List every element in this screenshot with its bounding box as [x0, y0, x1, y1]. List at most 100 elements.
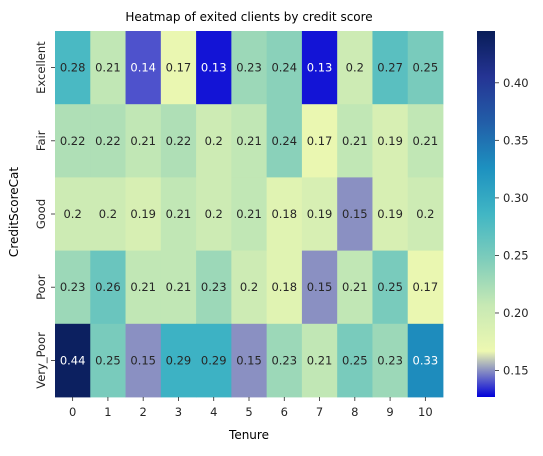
heatmap-cell	[231, 250, 268, 325]
cell-value-label: 0.23	[60, 280, 86, 294]
cell-value-label: 0.27	[377, 61, 403, 75]
x-tick-label: 2	[140, 405, 147, 419]
x-tick-label: 9	[386, 405, 393, 419]
cell-value-label: 0.21	[236, 207, 262, 221]
cell-value-label: 0.22	[166, 134, 192, 148]
cell-value-label: 0.17	[413, 280, 439, 294]
cell-value-label: 0.29	[201, 353, 227, 367]
cell-value-label: 0.23	[201, 280, 227, 294]
heatmap-cell	[196, 177, 232, 251]
cell-value-label: 0.21	[130, 134, 156, 148]
cell-value-label: 0.17	[166, 61, 192, 75]
heatmap-cell	[90, 177, 126, 251]
heatmap-cell	[266, 250, 303, 325]
y-tick-label: Very_Poor	[34, 332, 48, 389]
cell-value-label: 0.28	[60, 61, 86, 75]
heatmap-cell	[407, 31, 444, 105]
heatmap-cell	[55, 177, 91, 251]
heatmap-cell	[372, 104, 409, 178]
heatmap-cell	[55, 250, 91, 325]
cell-value-label: 0.21	[130, 280, 156, 294]
heatmap-cell	[407, 104, 444, 178]
cell-value-label: 0.25	[342, 353, 368, 367]
x-axis-ticks: 0 1 2 3 4 5 6 7 8 9 10	[69, 397, 433, 419]
heatmap-cell	[231, 323, 268, 398]
colorbar-tick-label: 0.30	[503, 191, 529, 205]
chart-title: Heatmap of exited clients by credit scor…	[125, 10, 372, 24]
heatmap-cells: 0.28 0.21 0.14 0.17 0.13 0.23 0.24 0.13 0.2 0.27 0…	[55, 31, 444, 398]
heatmap-cell	[160, 250, 197, 325]
y-tick-label: Good	[34, 199, 48, 229]
heatmap-cell	[407, 250, 444, 325]
cell-value-label: 0.22	[95, 134, 121, 148]
x-tick-label: 4	[210, 405, 217, 419]
heatmap-cell	[196, 323, 232, 398]
heatmap-cell	[160, 323, 197, 398]
heatmap-cell	[301, 323, 338, 398]
cell-value-label: 0.19	[377, 207, 403, 221]
y-tick-label: Poor	[34, 274, 48, 300]
heatmap-cell	[55, 31, 91, 105]
cell-value-label: 0.21	[236, 134, 262, 148]
cell-value-label: 0.17	[307, 134, 333, 148]
heatmap-cell	[125, 177, 162, 251]
colorbar-gradient	[477, 31, 495, 397]
x-tick-label: 10	[418, 405, 433, 419]
heatmap-cell	[301, 250, 338, 325]
cell-value-label: 0.23	[236, 61, 262, 75]
cell-value-label: 0.23	[271, 353, 297, 367]
heatmap-cell	[55, 104, 91, 178]
heatmap-cell	[90, 323, 126, 398]
cell-value-label: 0.2	[346, 61, 364, 75]
cell-value-label: 0.2	[99, 207, 117, 221]
cell-value-label: 0.19	[130, 207, 156, 221]
heatmap-cell	[125, 323, 162, 398]
cell-value-label: 0.22	[60, 134, 86, 148]
x-tick-label: 3	[175, 405, 182, 419]
cell-value-label: 0.15	[342, 207, 368, 221]
cell-value-label: 0.21	[342, 134, 368, 148]
heatmap-cell	[337, 104, 373, 178]
heatmap-cell	[337, 177, 373, 251]
cell-value-label: 0.2	[205, 134, 223, 148]
cell-value-label: 0.2	[63, 207, 81, 221]
heatmap-cell	[407, 177, 444, 251]
x-tick-label: 1	[104, 405, 111, 419]
cell-value-label: 0.25	[413, 61, 439, 75]
heatmap-cell	[90, 250, 126, 325]
cell-value-label: 0.21	[413, 134, 439, 148]
colorbar-tick-label: 0.40	[503, 76, 529, 90]
heatmap-cell	[231, 104, 268, 178]
colorbar-tick-label: 0.15	[503, 364, 529, 378]
x-tick-label: 5	[245, 405, 252, 419]
heatmap-cell	[90, 104, 126, 178]
heatmap-cell	[125, 104, 162, 178]
heatmap-cell	[266, 31, 303, 105]
colorbar: 0.15 0.20 0.25 0.30 0.35 0.40	[477, 31, 529, 397]
cell-value-label: 0.33	[413, 353, 439, 367]
cell-value-label: 0.14	[130, 61, 156, 75]
cell-value-label: 0.2	[416, 207, 434, 221]
cell-value-label: 0.15	[307, 280, 333, 294]
cell-value-label: 0.19	[307, 207, 333, 221]
cell-value-label: 0.21	[166, 280, 192, 294]
cell-value-label: 0.21	[307, 353, 333, 367]
cell-value-label: 0.25	[95, 353, 121, 367]
x-tick-label: 0	[69, 405, 76, 419]
colorbar-tick-label: 0.25	[503, 248, 529, 262]
cell-value-label: 0.2	[205, 207, 223, 221]
cell-value-label: 0.18	[271, 280, 297, 294]
cell-value-label: 0.13	[307, 61, 333, 75]
heatmap-cell	[372, 177, 409, 251]
cell-value-label: 0.15	[236, 353, 262, 367]
heatmap-cell	[55, 323, 91, 398]
cell-value-label: 0.29	[166, 353, 192, 367]
x-axis-label: Tenure	[228, 428, 269, 442]
heatmap-cell	[196, 250, 232, 325]
cell-value-label: 0.13	[201, 61, 227, 75]
heatmap-cell	[407, 323, 444, 398]
colorbar-tick-label: 0.35	[503, 133, 529, 147]
heatmap-cell	[337, 31, 373, 105]
heatmap-cell	[90, 31, 126, 105]
